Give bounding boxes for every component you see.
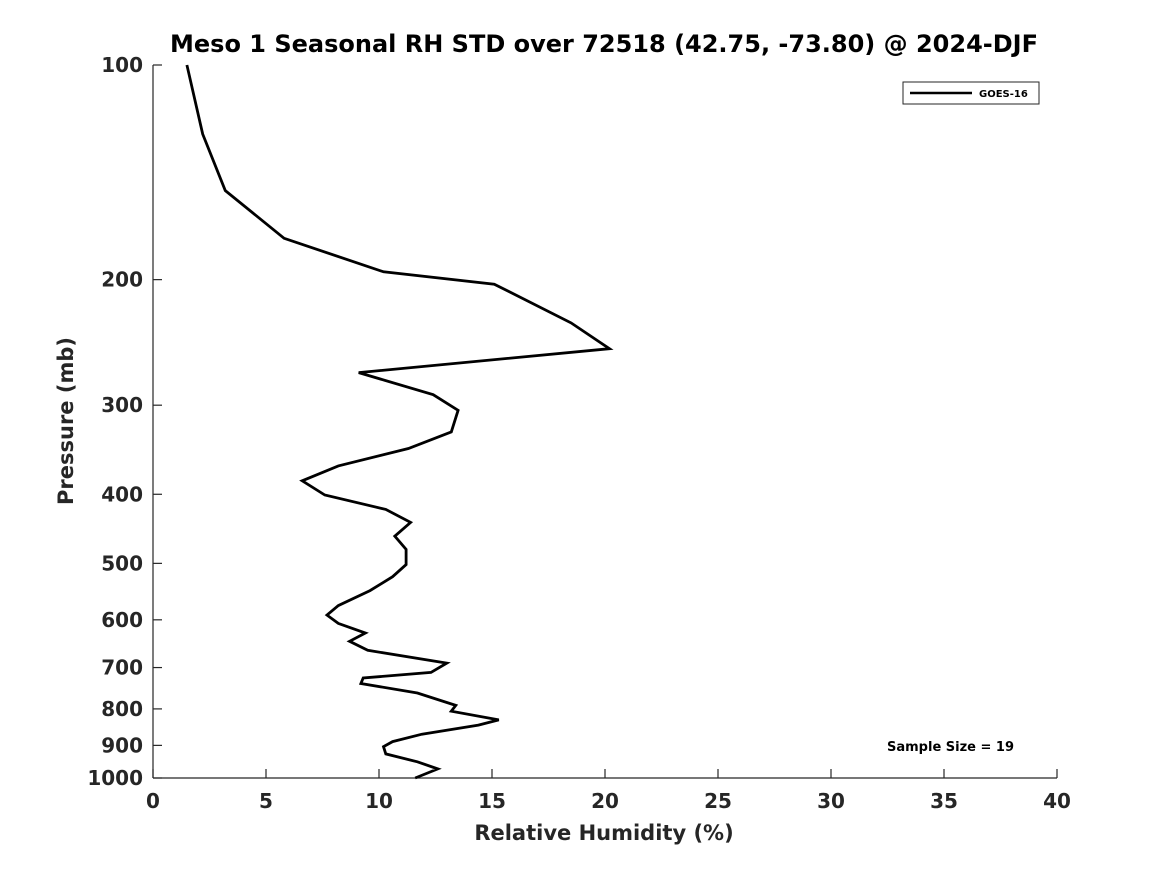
series-line-goes-16 bbox=[185, 64, 614, 780]
x-tick-label: 0 bbox=[146, 789, 160, 813]
series-layer bbox=[185, 64, 614, 780]
sample-size-annotation: Sample Size = 19 bbox=[887, 740, 1014, 755]
x-axis-label: Relative Humidity (%) bbox=[474, 821, 733, 845]
plot-area bbox=[153, 65, 1057, 778]
x-tick-label: 40 bbox=[1043, 789, 1071, 813]
y-tick-label: 800 bbox=[101, 697, 143, 721]
y-tick-label: 900 bbox=[101, 733, 143, 757]
y-axis-label: Pressure (mb) bbox=[54, 337, 78, 505]
x-tick-label: 20 bbox=[591, 789, 619, 813]
y-tick-label: 500 bbox=[101, 551, 143, 575]
x-tick-label: 15 bbox=[478, 789, 506, 813]
y-tick-label: 400 bbox=[101, 482, 143, 506]
x-tick-label: 35 bbox=[930, 789, 958, 813]
y-tick-label: 100 bbox=[101, 53, 143, 77]
x-tick-label: 5 bbox=[259, 789, 273, 813]
y-tick-label: 600 bbox=[101, 608, 143, 632]
chart-title: Meso 1 Seasonal RH STD over 72518 (42.75… bbox=[170, 30, 1038, 58]
legend: GOES-16 bbox=[902, 81, 1040, 105]
y-tick-label: 700 bbox=[101, 656, 143, 680]
x-tick-label: 10 bbox=[365, 789, 393, 813]
x-axis: 0 5 10 15 20 25 30 35 40 bbox=[146, 769, 1071, 813]
y-tick-label: 200 bbox=[101, 268, 143, 292]
y-tick-label: 1000 bbox=[87, 766, 143, 790]
x-tick-label: 25 bbox=[704, 789, 732, 813]
y-axis: 100 200 300 400 500 600 700 800 900 1000 bbox=[87, 53, 162, 790]
y-tick-label: 300 bbox=[101, 393, 143, 417]
x-tick-label: 30 bbox=[817, 789, 845, 813]
legend-label-goes-16: GOES-16 bbox=[979, 89, 1028, 100]
